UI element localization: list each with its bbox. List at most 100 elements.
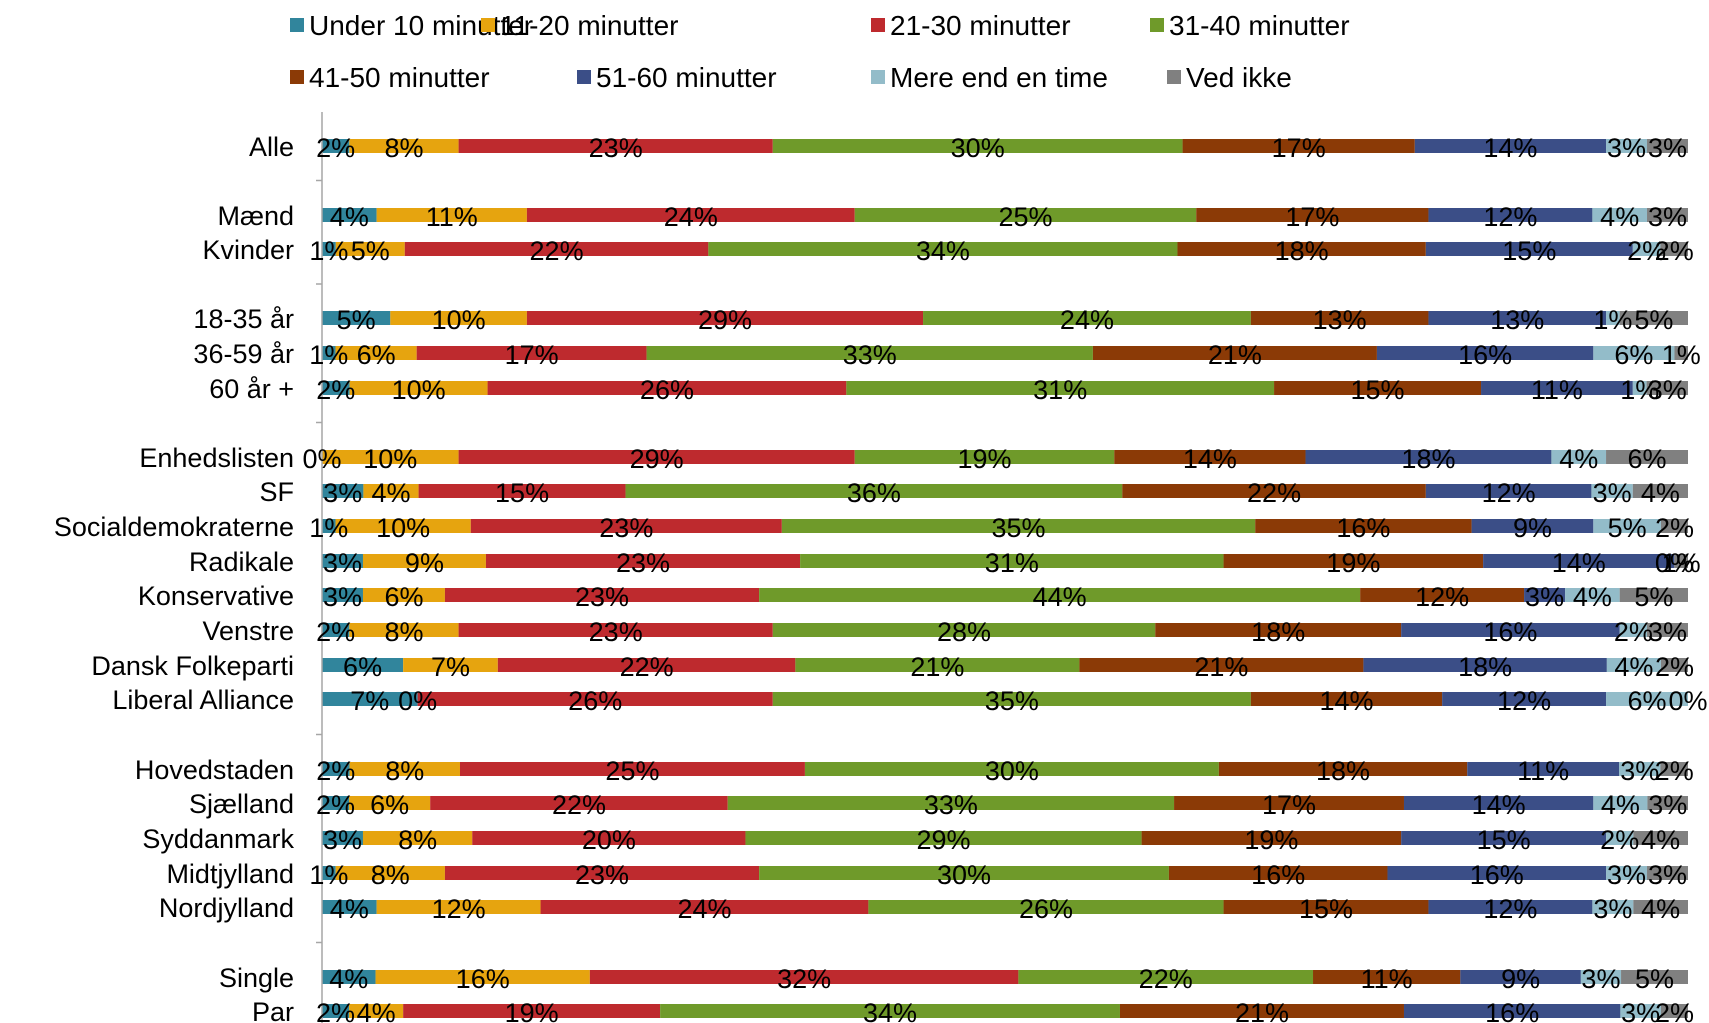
bar-segment bbox=[1471, 519, 1594, 533]
bar-segment bbox=[1387, 866, 1607, 880]
data-label: 3% bbox=[1620, 756, 1659, 786]
data-label: 31% bbox=[1033, 375, 1087, 405]
category-label: SF bbox=[259, 477, 294, 507]
data-label: 29% bbox=[917, 825, 971, 855]
bar-segment bbox=[322, 658, 404, 672]
data-label: 2% bbox=[1614, 617, 1653, 647]
bar-segment bbox=[390, 311, 527, 325]
category-labels: Alle Mænd Kvinder 18-35 år 36-59 år 60 år + En… bbox=[54, 132, 295, 1023]
data-label: 15% bbox=[1351, 375, 1405, 405]
data-label: 9% bbox=[1513, 513, 1552, 543]
bar-segment bbox=[458, 139, 773, 153]
bar-segment bbox=[430, 796, 728, 810]
data-label: 2% bbox=[1655, 998, 1694, 1023]
data-label: 20% bbox=[582, 825, 636, 855]
bar-segment bbox=[1223, 900, 1429, 914]
bar-segment bbox=[1255, 519, 1472, 533]
bar-segment bbox=[772, 692, 1251, 706]
data-label: 25% bbox=[605, 756, 659, 786]
bar-segment bbox=[1363, 658, 1607, 672]
bar-segment bbox=[781, 519, 1256, 533]
bar-segment bbox=[1619, 762, 1661, 776]
bar-segment bbox=[1633, 900, 1688, 914]
data-label: 22% bbox=[1247, 478, 1301, 508]
data-label: 11% bbox=[426, 202, 478, 232]
data-label: 35% bbox=[985, 686, 1039, 716]
data-label: 11% bbox=[1531, 375, 1583, 405]
bar-segment bbox=[1428, 311, 1607, 325]
data-label: 22% bbox=[1139, 964, 1193, 994]
category-label: Single bbox=[219, 963, 294, 993]
category-label: Dansk Folkeparti bbox=[91, 651, 294, 681]
bar-segment bbox=[322, 554, 363, 568]
bar-segment bbox=[589, 970, 1019, 984]
data-label: 12% bbox=[1482, 478, 1536, 508]
bar-segment bbox=[1114, 450, 1306, 464]
bar-segment bbox=[375, 970, 590, 984]
data-label: 22% bbox=[620, 652, 674, 682]
data-label: 15% bbox=[1502, 236, 1556, 266]
data-label: 21% bbox=[910, 652, 964, 682]
data-label: 23% bbox=[575, 860, 629, 890]
data-label: 5% bbox=[1634, 305, 1673, 335]
data-label: 18% bbox=[1275, 236, 1329, 266]
bar-segment bbox=[470, 519, 782, 533]
data-labels: 2% 8% 23% 30% 17% 14% 3% 3%4% 11% 24% 25% 17% 12% 4% 3… bbox=[302, 133, 1707, 1023]
data-label: 16% bbox=[1458, 340, 1512, 370]
data-label: 0% bbox=[302, 444, 341, 474]
bar-segment bbox=[1174, 796, 1404, 810]
bar-segment bbox=[1401, 831, 1607, 845]
data-label: 2% bbox=[316, 617, 355, 647]
data-label: 6% bbox=[357, 340, 396, 370]
bar-segment bbox=[416, 346, 647, 360]
data-label: 31% bbox=[985, 548, 1039, 578]
category-label: Liberal Alliance bbox=[112, 685, 294, 715]
bar-segment bbox=[1223, 554, 1484, 568]
data-label: 7% bbox=[431, 652, 470, 682]
data-label: 14% bbox=[1319, 686, 1373, 716]
bar-segment bbox=[322, 381, 350, 395]
bar-segment bbox=[1403, 796, 1594, 810]
data-label: 35% bbox=[991, 513, 1045, 543]
data-label: 21% bbox=[1235, 998, 1289, 1023]
data-label: 6% bbox=[1628, 686, 1667, 716]
category-label: Konservative bbox=[138, 581, 294, 611]
data-label: 4% bbox=[330, 202, 369, 232]
bar-segment bbox=[1122, 484, 1426, 498]
bar-segment bbox=[526, 208, 855, 222]
bar-segment bbox=[854, 450, 1115, 464]
data-label: 4% bbox=[357, 998, 396, 1023]
data-label: 3% bbox=[323, 825, 362, 855]
bar-segment bbox=[1632, 381, 1647, 395]
data-label: 19% bbox=[957, 444, 1011, 474]
bar-segment bbox=[322, 623, 350, 637]
bar-segment bbox=[540, 900, 869, 914]
data-label: 8% bbox=[371, 860, 410, 890]
bar-segment bbox=[800, 554, 1224, 568]
bar-segment bbox=[1593, 519, 1661, 533]
data-label: 2% bbox=[316, 998, 355, 1023]
data-label: 10% bbox=[363, 444, 417, 474]
bar-segment bbox=[1196, 208, 1429, 222]
bar-segment bbox=[458, 623, 773, 637]
data-label: 6% bbox=[384, 582, 423, 612]
bar-segment bbox=[418, 484, 626, 498]
bar-segment bbox=[1619, 623, 1648, 637]
bar-segment bbox=[322, 866, 336, 880]
data-label: 16% bbox=[456, 964, 510, 994]
data-label: 4% bbox=[371, 478, 410, 508]
data-label: 1% bbox=[309, 236, 348, 266]
data-label: 10% bbox=[376, 513, 430, 543]
data-label: 4% bbox=[1641, 894, 1680, 924]
data-label: 18% bbox=[1251, 617, 1305, 647]
data-label: 3% bbox=[1648, 202, 1687, 232]
bar-segment bbox=[1606, 692, 1688, 706]
bar-segment bbox=[1467, 762, 1620, 776]
data-label: 3% bbox=[1648, 790, 1687, 820]
data-label: 21% bbox=[1208, 340, 1262, 370]
bar-segment bbox=[472, 831, 746, 845]
data-label: 16% bbox=[1483, 617, 1537, 647]
bar-segment bbox=[322, 139, 350, 153]
data-label: 23% bbox=[599, 513, 653, 543]
legend-label-51-60-minutter: 51-60 minutter bbox=[596, 62, 777, 93]
